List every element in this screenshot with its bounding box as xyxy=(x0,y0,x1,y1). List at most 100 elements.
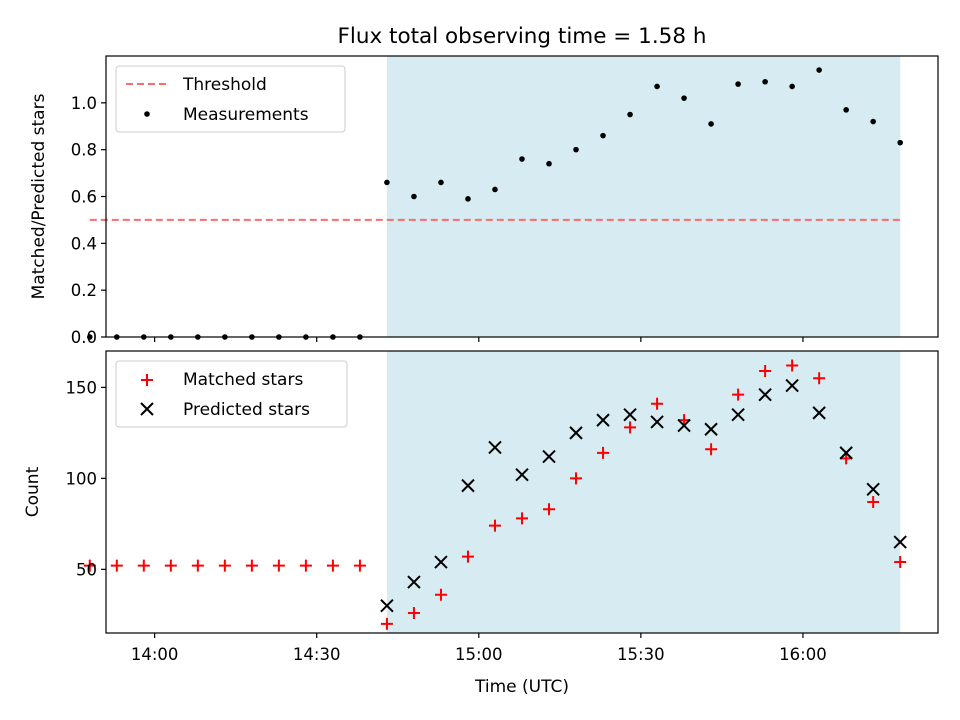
bottom-matched-stars-point xyxy=(786,359,799,372)
bottom-matched-stars-point xyxy=(326,559,339,572)
bottom-legend: Matched stars Predicted stars xyxy=(115,360,348,428)
bottom-predicted-stars-point xyxy=(407,575,421,589)
top-legend-box xyxy=(115,65,346,133)
bottom-predicted-stars-point xyxy=(623,407,637,422)
bottom-predicted-stars-point xyxy=(677,418,691,433)
legend-measurements-swatch xyxy=(144,111,150,117)
top-measurements-point xyxy=(735,81,741,87)
bottom-predicted-stars-point xyxy=(461,478,475,493)
top-observing-window xyxy=(386,56,901,337)
bottom-predicted-stars-point xyxy=(812,406,826,420)
bottom-matched-stars-point xyxy=(759,365,772,378)
bottom-predicted-stars-point xyxy=(704,422,718,436)
top-y-tick-label: 0.2 xyxy=(71,281,97,300)
bottom-matched-stars-point xyxy=(137,559,150,572)
bottom-axes-frame xyxy=(105,350,939,634)
legend-predicted-swatch xyxy=(140,402,154,416)
top-panel: 0.0 0.2 0.4 0.6 0.8 1.0 Matched/Predicted sta… xyxy=(29,55,939,347)
top-measurements-point xyxy=(438,179,444,186)
bottom-matched-stars-point xyxy=(380,617,393,630)
figure-title: Flux total observing time = 1.58 h xyxy=(338,24,707,49)
top-y-tick-label: 0.6 xyxy=(71,188,97,207)
bottom-matched-stars-point xyxy=(570,472,583,485)
bottom-predicted-stars-point xyxy=(596,413,610,427)
bottom-matched-stars-point xyxy=(732,388,745,401)
top-ylabel: Matched/Predicted stars xyxy=(29,93,49,299)
top-measurements-point xyxy=(492,186,498,193)
legend-measurements-label: Measurements xyxy=(183,105,309,125)
bottom-matched-stars-point xyxy=(651,397,664,410)
bottom-predicted-stars-point xyxy=(515,468,529,482)
top-measurements-point xyxy=(627,111,633,118)
bottom-matched-stars-point xyxy=(813,372,826,385)
top-measurements-point xyxy=(573,146,579,153)
top-measurements-point xyxy=(654,83,660,90)
bottom-matched-stars-point xyxy=(191,559,204,572)
top-measurements-point xyxy=(519,156,525,162)
top-measurements-point xyxy=(843,107,849,113)
bottom-matched-stars-point xyxy=(488,519,501,532)
top-measurements-point xyxy=(681,95,687,101)
top-measurements-point xyxy=(384,179,390,186)
legend-matched-swatch xyxy=(141,374,153,386)
bottom-legend-box xyxy=(115,360,348,428)
bottom-predicted-stars-point xyxy=(569,426,583,440)
bottom-matched-stars-point xyxy=(434,588,447,601)
bottom-matched-stars-point xyxy=(164,559,177,572)
bottom-predicted-stars-point xyxy=(434,555,448,569)
top-y-tick-label: 0.0 xyxy=(71,328,97,347)
top-measurements-point xyxy=(870,118,876,125)
bottom-predicted-stars-point xyxy=(839,446,853,460)
bottom-matched-stars-point xyxy=(894,556,907,569)
bottom-predicted-stars-point xyxy=(893,535,907,549)
bottom-predicted-stars-point xyxy=(866,482,880,496)
top-measurements-point xyxy=(897,139,903,146)
legend-predicted-label: Predicted stars xyxy=(183,400,310,420)
legend-threshold-label: Threshold xyxy=(182,75,267,95)
legend-matched-label: Matched stars xyxy=(183,370,303,390)
top-measurements-point xyxy=(816,67,822,73)
top-measurements-point xyxy=(708,121,714,127)
bottom-y-tick-label: 100 xyxy=(66,469,98,488)
top-measurements-point xyxy=(465,196,471,202)
bottom-matched-stars-point xyxy=(516,512,528,525)
bottom-matched-stars-point xyxy=(678,414,691,427)
bottom-matched-stars-point xyxy=(597,446,610,459)
bottom-matched-stars-point xyxy=(83,559,96,572)
top-measurements-point xyxy=(411,193,417,200)
bottom-matched-stars-point xyxy=(299,559,312,572)
x-tick-label: 15:00 xyxy=(455,645,503,664)
bottom-matched-stars-point xyxy=(407,606,420,619)
bottom-predicted-stars-point xyxy=(650,415,664,429)
bottom-ylabel: Count xyxy=(23,466,43,517)
bottom-matched-stars-point xyxy=(705,443,718,456)
bottom-y-tick-label: 50 xyxy=(76,560,97,579)
bottom-predicted-stars-point xyxy=(488,440,502,455)
bottom-matched-stars-point xyxy=(110,559,123,572)
top-y-tick-label: 0.8 xyxy=(71,141,97,160)
bottom-predicted-stars-point xyxy=(758,387,772,402)
bottom-observing-window xyxy=(386,351,901,633)
bottom-matched-stars-point xyxy=(840,452,853,465)
bottom-matched-stars-point xyxy=(245,559,258,572)
x-tick-label: 14:30 xyxy=(293,645,341,664)
bottom-matched-stars-point xyxy=(867,496,880,509)
bottom-matched-stars-point xyxy=(218,559,231,572)
top-measurements-point xyxy=(789,83,795,90)
bottom-matched-stars-point xyxy=(461,550,474,563)
top-measurements-point xyxy=(86,334,93,340)
top-measurements-point xyxy=(762,78,768,85)
x-axis-label: Time (UTC) xyxy=(474,677,569,697)
bottom-predicted-stars-point xyxy=(542,449,556,464)
bottom-predicted-stars-point xyxy=(380,599,394,613)
x-tick-label: 16:00 xyxy=(779,645,827,664)
bottom-matched-stars-point xyxy=(353,559,366,572)
x-tick-label: 14:00 xyxy=(131,645,179,664)
x-tick-label: 15:30 xyxy=(617,645,665,664)
top-measurements-point xyxy=(546,160,552,167)
top-y-tick-label: 1.0 xyxy=(71,94,97,113)
bottom-matched-stars-point xyxy=(624,421,637,434)
top-legend: Threshold Measurements xyxy=(115,65,346,133)
